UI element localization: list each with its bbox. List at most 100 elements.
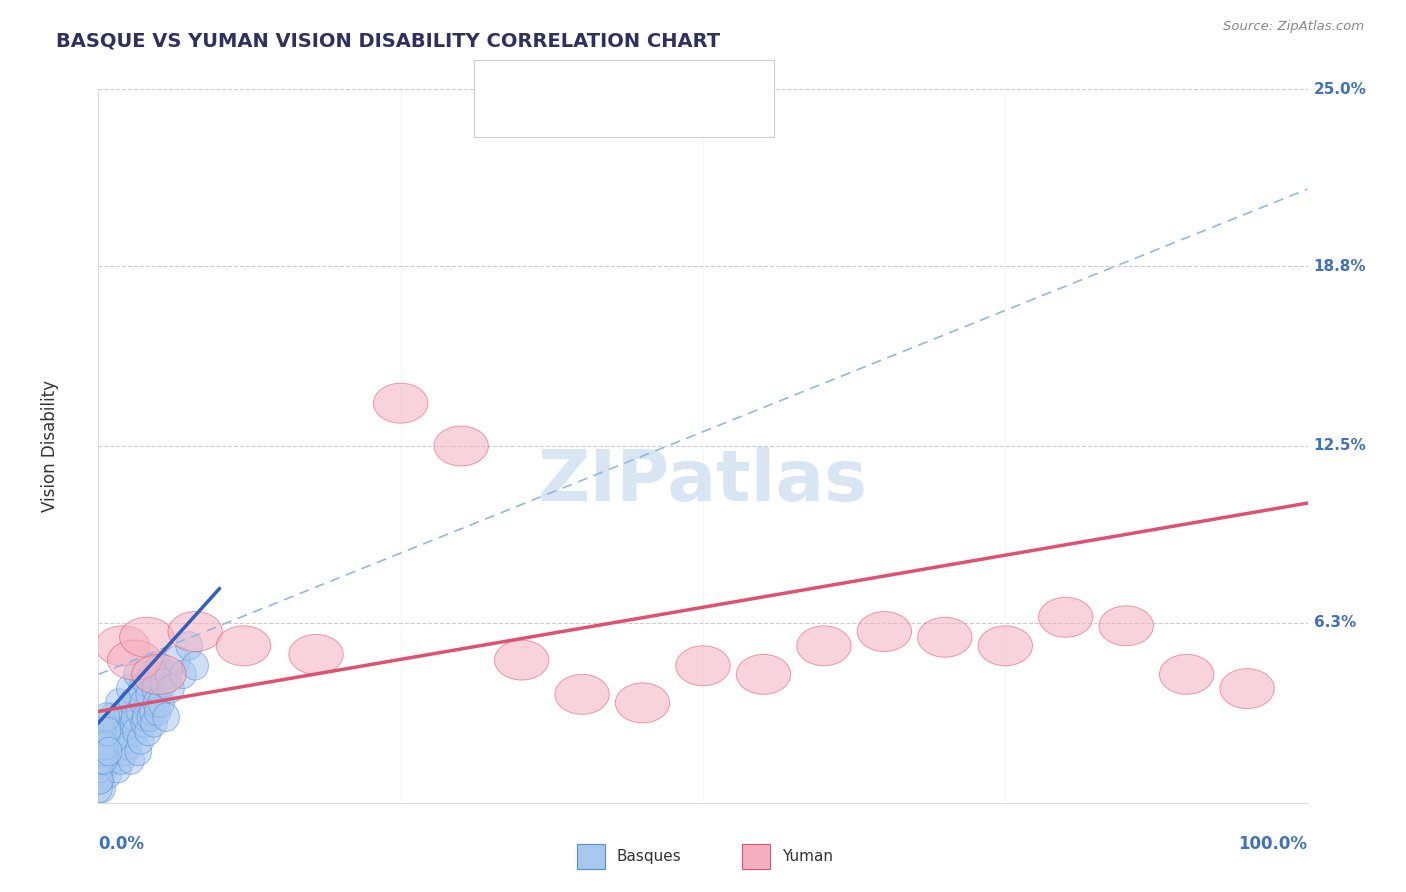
Text: 18.8%: 18.8% (1313, 259, 1367, 274)
Ellipse shape (167, 612, 222, 651)
Ellipse shape (91, 731, 118, 760)
Ellipse shape (155, 660, 181, 689)
Text: Source: ZipAtlas.com: Source: ZipAtlas.com (1223, 20, 1364, 33)
Ellipse shape (103, 708, 129, 737)
Ellipse shape (122, 717, 149, 746)
Ellipse shape (495, 640, 548, 680)
Ellipse shape (91, 755, 118, 783)
Text: 6.3%: 6.3% (1313, 615, 1355, 631)
Ellipse shape (115, 731, 142, 760)
FancyBboxPatch shape (742, 844, 770, 869)
Ellipse shape (96, 737, 122, 765)
Ellipse shape (141, 708, 167, 737)
Ellipse shape (108, 746, 135, 774)
Ellipse shape (111, 737, 138, 765)
Ellipse shape (148, 689, 174, 717)
Ellipse shape (87, 765, 114, 794)
Ellipse shape (145, 698, 172, 726)
Ellipse shape (90, 717, 115, 746)
Ellipse shape (1099, 606, 1153, 646)
Ellipse shape (181, 651, 208, 680)
Ellipse shape (93, 703, 120, 731)
Ellipse shape (90, 731, 117, 760)
Ellipse shape (100, 731, 127, 760)
Ellipse shape (139, 698, 166, 726)
Ellipse shape (97, 746, 124, 774)
Text: 0.0%: 0.0% (98, 835, 145, 853)
Ellipse shape (150, 669, 177, 698)
Ellipse shape (117, 674, 143, 703)
Ellipse shape (288, 634, 343, 674)
Ellipse shape (676, 646, 730, 686)
Text: R = 0.367: R = 0.367 (527, 108, 610, 123)
FancyBboxPatch shape (474, 60, 775, 136)
Ellipse shape (979, 626, 1032, 665)
Ellipse shape (87, 731, 114, 760)
Ellipse shape (114, 698, 141, 726)
Ellipse shape (136, 680, 163, 708)
Ellipse shape (142, 674, 169, 703)
Ellipse shape (138, 660, 165, 689)
Ellipse shape (153, 703, 180, 731)
Ellipse shape (217, 626, 271, 665)
Ellipse shape (87, 746, 114, 774)
Ellipse shape (170, 660, 197, 689)
Text: N = 72: N = 72 (678, 73, 735, 88)
Ellipse shape (118, 746, 145, 774)
Ellipse shape (89, 774, 115, 803)
Ellipse shape (98, 703, 125, 731)
Text: 25.0%: 25.0% (1313, 82, 1367, 96)
Ellipse shape (1220, 669, 1274, 708)
Ellipse shape (107, 640, 162, 680)
Ellipse shape (87, 765, 112, 794)
Ellipse shape (94, 760, 121, 789)
Ellipse shape (143, 689, 170, 717)
Ellipse shape (157, 674, 184, 703)
Text: 100.0%: 100.0% (1239, 835, 1308, 853)
Ellipse shape (129, 674, 155, 703)
Ellipse shape (89, 737, 115, 765)
Ellipse shape (86, 755, 112, 783)
Ellipse shape (134, 669, 160, 698)
Ellipse shape (120, 617, 174, 657)
Ellipse shape (94, 717, 121, 746)
Ellipse shape (101, 737, 128, 765)
Ellipse shape (107, 731, 134, 760)
Text: N = 22: N = 22 (678, 108, 735, 123)
Ellipse shape (146, 651, 172, 680)
Ellipse shape (94, 717, 120, 746)
Ellipse shape (121, 703, 148, 731)
Text: 12.5%: 12.5% (1313, 439, 1367, 453)
Ellipse shape (132, 655, 186, 694)
Ellipse shape (797, 626, 851, 665)
Ellipse shape (858, 612, 911, 651)
Ellipse shape (112, 717, 139, 746)
Ellipse shape (163, 646, 190, 674)
Ellipse shape (120, 708, 146, 737)
Ellipse shape (131, 708, 157, 737)
Ellipse shape (176, 632, 202, 660)
Ellipse shape (128, 726, 155, 755)
Ellipse shape (129, 689, 156, 717)
FancyBboxPatch shape (484, 63, 515, 95)
Ellipse shape (120, 689, 146, 717)
Ellipse shape (138, 703, 163, 731)
Ellipse shape (103, 717, 129, 746)
Text: BASQUE VS YUMAN VISION DISABILITY CORRELATION CHART: BASQUE VS YUMAN VISION DISABILITY CORREL… (56, 31, 720, 50)
Ellipse shape (93, 737, 120, 765)
Ellipse shape (110, 703, 136, 731)
Ellipse shape (124, 660, 150, 689)
Ellipse shape (86, 774, 112, 803)
Ellipse shape (96, 626, 150, 665)
Ellipse shape (1039, 598, 1092, 637)
Ellipse shape (135, 717, 162, 746)
Ellipse shape (127, 698, 153, 726)
Ellipse shape (616, 683, 669, 723)
Text: Yuman: Yuman (782, 849, 832, 863)
Ellipse shape (104, 755, 131, 783)
Ellipse shape (434, 426, 488, 466)
Ellipse shape (111, 726, 138, 755)
Text: Vision Disability: Vision Disability (41, 380, 59, 512)
Ellipse shape (737, 655, 790, 694)
Ellipse shape (374, 384, 427, 423)
